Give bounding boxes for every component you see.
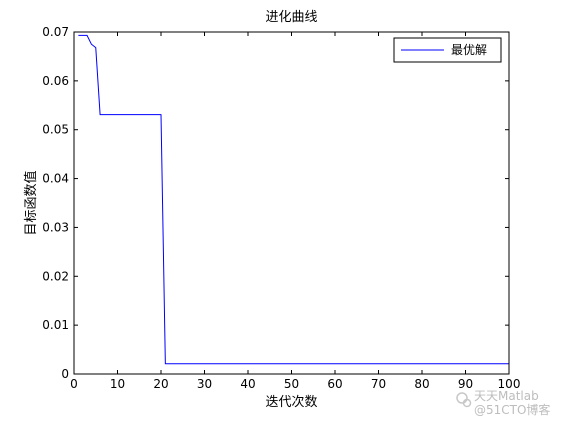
y-tick-label: 0.06 [42, 74, 69, 88]
watermark-icon-small [462, 398, 472, 408]
y-tick-label: 0.01 [42, 318, 69, 332]
legend-label: 最优解 [451, 43, 487, 57]
x-tick-label: 100 [498, 377, 521, 391]
x-tick-label: 30 [197, 377, 212, 391]
series-layer [78, 34, 509, 365]
watermark-line-1: 天天Matlab [474, 389, 539, 403]
x-tick-label: 80 [414, 377, 429, 391]
x-tick-label: 0 [70, 377, 78, 391]
watermark: 天天Matlab @51CTO博客 [456, 389, 550, 417]
x-tick-label: 50 [284, 377, 299, 391]
x-axis-label: 迭代次数 [265, 394, 317, 410]
x-tick-label: 20 [153, 377, 168, 391]
plot-area [74, 32, 509, 374]
chart-title: 进化曲线 [265, 10, 317, 25]
watermark-icon [456, 392, 468, 404]
x-tick-label: 70 [371, 377, 386, 391]
y-tick-label: 0.03 [42, 220, 69, 234]
x-tick-label: 90 [458, 377, 473, 391]
x-tick-label: 10 [110, 377, 125, 391]
y-tick-label: 0.04 [42, 172, 69, 186]
y-tick-label: 0.05 [42, 123, 69, 137]
x-tick-label: 40 [240, 377, 255, 391]
y-axis: 0 0.01 0.02 0.03 0.04 0.05 0.06 0.07 [42, 25, 509, 381]
y-tick-label: 0 [61, 367, 69, 381]
y-axis-label: 目标函数值 [23, 170, 39, 235]
watermark-line-2: @51CTO博客 [474, 402, 550, 417]
y-tick-label: 0.02 [42, 269, 69, 283]
legend: 最优解 [393, 37, 502, 63]
x-tick-label: 60 [327, 377, 342, 391]
x-axis: 0 10 20 30 40 50 60 70 80 90 100 [70, 32, 520, 391]
y-tick-label: 0.07 [42, 25, 69, 39]
series-line-best-solution [78, 34, 509, 365]
